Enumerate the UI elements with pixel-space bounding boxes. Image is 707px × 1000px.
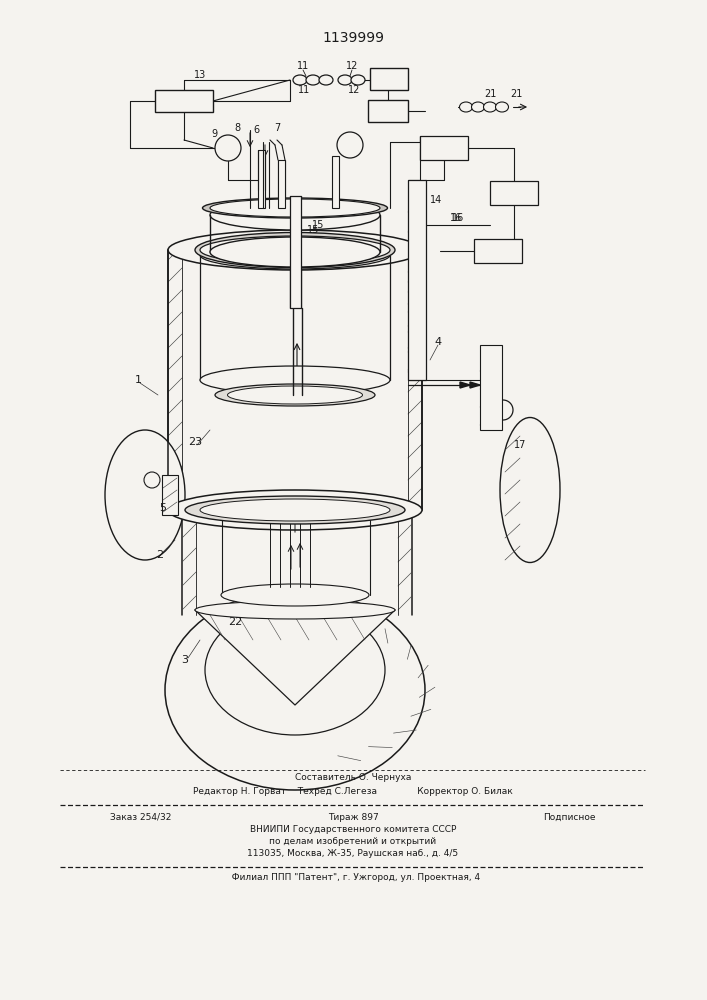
Ellipse shape: [168, 490, 422, 530]
Text: 3: 3: [182, 655, 189, 665]
Text: 22: 22: [228, 617, 242, 627]
Text: 21: 21: [510, 89, 522, 99]
Ellipse shape: [221, 499, 369, 521]
Text: Филиал ППП "Патент", г. Ужгород, ул. Проектная, 4: Филиал ППП "Патент", г. Ужгород, ул. Про…: [226, 874, 480, 882]
Text: 13: 13: [194, 70, 206, 80]
Text: 15: 15: [312, 220, 325, 230]
Ellipse shape: [165, 590, 425, 790]
Text: 10: 10: [178, 96, 190, 106]
Text: 1139999: 1139999: [322, 31, 384, 45]
Text: 2: 2: [156, 550, 163, 560]
Ellipse shape: [228, 386, 363, 404]
Ellipse shape: [105, 430, 185, 560]
Bar: [258, 150, 265, 208]
Text: 10: 10: [382, 106, 394, 116]
Ellipse shape: [195, 232, 395, 267]
Text: 16: 16: [450, 213, 462, 223]
Polygon shape: [195, 610, 395, 705]
Text: 20: 20: [438, 143, 450, 153]
Bar: [370, 68, 408, 90]
Ellipse shape: [351, 75, 365, 85]
Text: 11: 11: [298, 85, 310, 95]
Bar: [332, 156, 339, 208]
Ellipse shape: [210, 237, 380, 267]
Ellipse shape: [338, 75, 352, 85]
Text: 7: 7: [274, 123, 280, 133]
Text: 9: 9: [211, 129, 217, 139]
Text: 19: 19: [510, 185, 522, 195]
Circle shape: [215, 135, 241, 161]
Circle shape: [144, 472, 160, 488]
Text: 6: 6: [253, 125, 259, 135]
Ellipse shape: [200, 499, 390, 521]
Text: по делам изобретений и открытий: по делам изобретений и открытий: [269, 836, 436, 846]
Ellipse shape: [200, 366, 390, 394]
Ellipse shape: [210, 199, 380, 217]
Bar: [408, 180, 426, 380]
Text: ВНИИПИ Государственного комитета СССР: ВНИИПИ Государственного комитета СССР: [250, 824, 456, 834]
Text: Редактор Н. Горват    Техред С.Легеза              Корректор О. Билак: Редактор Н. Горват Техред С.Легеза Корре…: [193, 788, 513, 796]
Text: 11: 11: [297, 61, 309, 71]
Ellipse shape: [496, 102, 508, 112]
Ellipse shape: [200, 241, 390, 269]
Bar: [420, 136, 468, 160]
Bar: [474, 239, 522, 263]
Text: 113035, Москва, Ж-35, Раушская наб., д. 4/5: 113035, Москва, Ж-35, Раушская наб., д. …: [247, 848, 459, 857]
Ellipse shape: [168, 230, 422, 270]
Ellipse shape: [205, 605, 385, 735]
Text: Заказ 254/32: Заказ 254/32: [110, 812, 171, 822]
Text: 1: 1: [134, 375, 141, 385]
Ellipse shape: [215, 384, 375, 406]
Bar: [162, 475, 178, 515]
Ellipse shape: [319, 75, 333, 85]
Text: 20: 20: [440, 140, 452, 150]
Ellipse shape: [202, 198, 387, 218]
Text: Составитель О. Чернуха: Составитель О. Чернуха: [295, 774, 411, 782]
Text: 13: 13: [383, 74, 395, 84]
Bar: [368, 100, 408, 122]
Bar: [480, 345, 502, 430]
Ellipse shape: [210, 200, 380, 230]
Text: 12: 12: [346, 61, 358, 71]
Bar: [490, 181, 538, 205]
Polygon shape: [460, 382, 470, 388]
Polygon shape: [470, 382, 480, 388]
Ellipse shape: [500, 418, 560, 562]
Text: Тираж 897: Тираж 897: [327, 812, 378, 822]
Text: 17: 17: [514, 440, 526, 450]
Ellipse shape: [200, 236, 390, 264]
Ellipse shape: [484, 102, 496, 112]
Bar: [278, 160, 285, 208]
Text: 18: 18: [492, 243, 504, 253]
Text: 19: 19: [508, 188, 520, 198]
Ellipse shape: [306, 75, 320, 85]
Ellipse shape: [293, 75, 307, 85]
Text: 5: 5: [160, 503, 167, 513]
Text: 16: 16: [452, 213, 464, 223]
Text: 21: 21: [484, 89, 496, 99]
Circle shape: [493, 400, 513, 420]
Text: Подписное: Подписное: [544, 812, 596, 822]
Ellipse shape: [472, 102, 484, 112]
Text: 15: 15: [307, 225, 319, 235]
Text: 18: 18: [492, 246, 504, 256]
Text: 12: 12: [348, 85, 360, 95]
Ellipse shape: [221, 584, 369, 606]
Bar: [168, 250, 182, 510]
Text: 8: 8: [234, 123, 240, 133]
Bar: [155, 90, 213, 112]
Ellipse shape: [185, 496, 405, 524]
Ellipse shape: [195, 601, 395, 619]
Ellipse shape: [460, 102, 472, 112]
Text: 14: 14: [430, 195, 442, 205]
Circle shape: [337, 132, 363, 158]
Text: 23: 23: [188, 437, 202, 447]
Bar: [290, 196, 301, 308]
Text: 4: 4: [434, 337, 442, 347]
